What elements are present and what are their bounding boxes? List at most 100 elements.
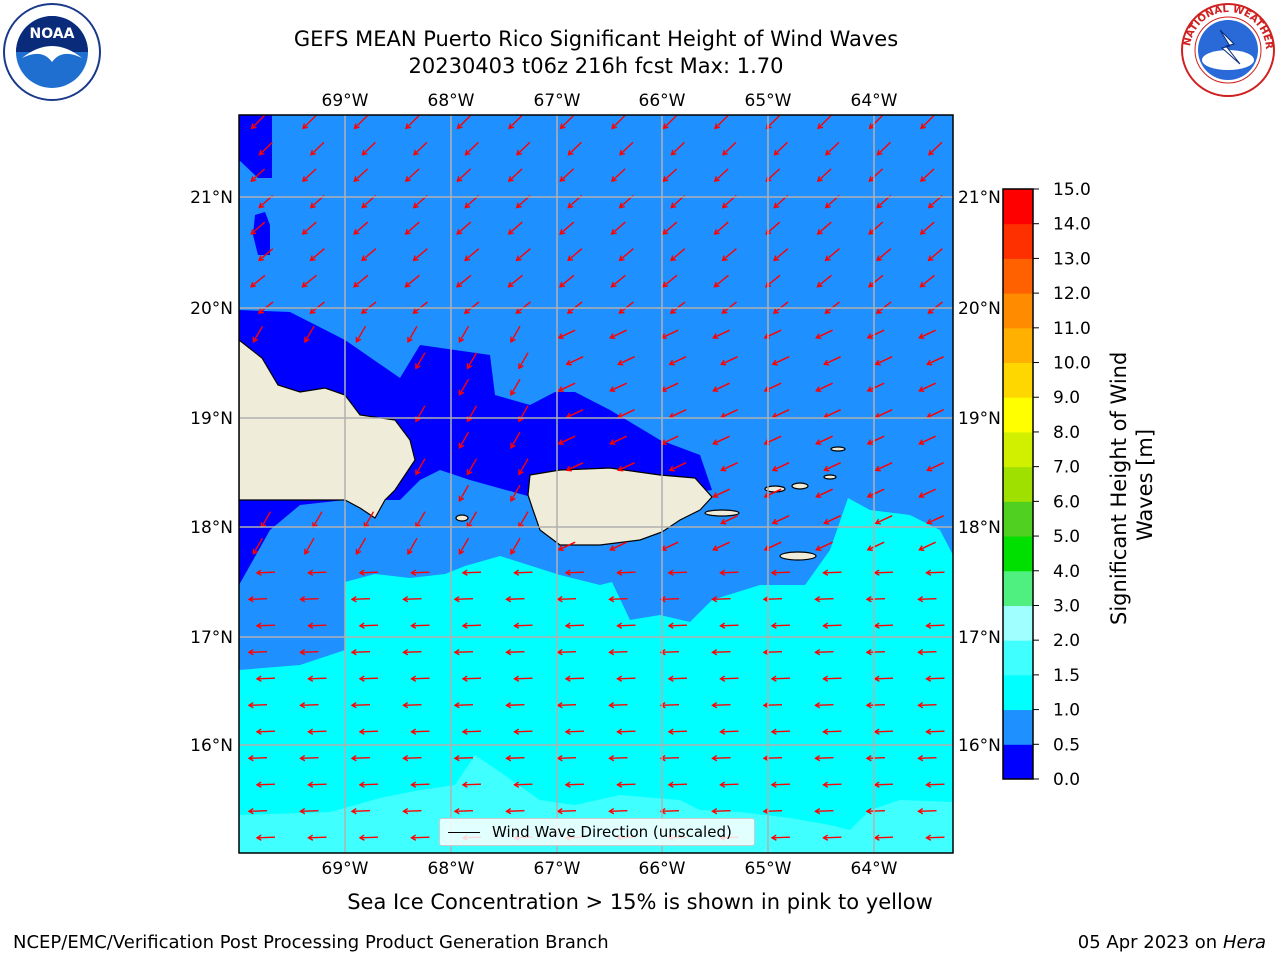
- wave-arrow-head: [350, 808, 357, 815]
- wave-arrow: [464, 248, 480, 261]
- colorbar-label-line1: Significant Height of Wind: [1107, 352, 1131, 625]
- wave-arrow-head: [358, 834, 365, 841]
- land-st-croix: [779, 551, 817, 561]
- wave-arrow-head: [711, 808, 718, 815]
- wave-arrow: [816, 329, 833, 339]
- wave-arrow-head: [358, 781, 365, 788]
- wave-arrow-head: [453, 755, 460, 762]
- wave-arrow-head: [824, 202, 831, 209]
- wave-arrow-head: [247, 702, 254, 709]
- wave-arrow-head: [670, 255, 677, 262]
- wave-arrow: [920, 221, 935, 235]
- wave-arrow: [874, 677, 894, 680]
- wave-arrow-head: [771, 518, 778, 525]
- lon-label-top: 66°W: [639, 91, 686, 111]
- wave-arrow: [824, 462, 841, 471]
- wave-arrow-head: [258, 255, 265, 262]
- wave-arrow-head: [773, 149, 780, 156]
- wave-arrow-head: [402, 808, 409, 815]
- wave-arrow-head: [564, 675, 571, 682]
- wave-height-0.0-0.5-region: [239, 310, 712, 585]
- wave-arrow: [510, 325, 521, 343]
- wave-arrow-head: [412, 308, 419, 314]
- wave-arrow-head: [402, 649, 409, 656]
- wave-arrow: [508, 221, 523, 235]
- wave-arrow-head: [301, 176, 308, 183]
- wave-arrow: [918, 703, 937, 707]
- wave-arrow: [815, 650, 834, 654]
- wave-arrow: [458, 431, 470, 449]
- wave-arrow-head: [772, 308, 780, 314]
- wave-arrow-head: [510, 336, 516, 343]
- wave-arrow-head: [299, 808, 306, 815]
- wave-arrow: [565, 624, 585, 627]
- wave-arrow: [300, 703, 319, 707]
- wave-arrow: [920, 168, 935, 182]
- wave-arrow-head: [874, 465, 881, 472]
- land-hispaniola: [239, 339, 416, 519]
- wave-arrow: [617, 783, 636, 786]
- colorbar-tick-label: 7.0: [1053, 458, 1080, 478]
- wave-arrow-head: [413, 149, 420, 156]
- wave-arrow: [868, 274, 884, 288]
- wave-arrow: [250, 221, 266, 235]
- wave-arrow: [362, 141, 376, 156]
- wave-arrow: [919, 329, 936, 339]
- wave-arrow: [351, 809, 371, 813]
- colorbar: [1002, 188, 1034, 780]
- wave-arrow-head: [302, 123, 309, 130]
- lat-label-left: 20°N: [190, 299, 233, 319]
- wave-arrow-head: [618, 255, 625, 262]
- legend-line-icon: [448, 831, 480, 833]
- wave-arrow: [558, 541, 576, 551]
- wave-arrow-head: [815, 386, 822, 393]
- wave-arrow: [617, 624, 636, 627]
- latitude-labels-left: 21°N 20°N 19°N 18°N 17°N 16°N: [190, 188, 233, 756]
- wave-arrow: [565, 571, 585, 574]
- wave-arrow: [663, 115, 677, 129]
- wave-arrow-head: [307, 781, 314, 788]
- wave-arrow-head: [458, 389, 465, 396]
- wave-arrow: [609, 703, 628, 707]
- wave-arrow-head: [719, 675, 726, 682]
- wave-arrow-head: [712, 492, 719, 499]
- wave-arrow: [403, 650, 422, 654]
- wave-arrow-head: [873, 781, 880, 788]
- colorbar-tick-label: 13.0: [1053, 249, 1091, 269]
- wave-arrow: [874, 783, 894, 786]
- wave-arrow: [668, 571, 688, 574]
- wave-arrow: [609, 597, 628, 601]
- wave-arrow-head: [765, 228, 772, 235]
- lat-label-left: 17°N: [190, 628, 233, 648]
- wave-arrow-head: [609, 439, 616, 446]
- wave-arrow: [816, 382, 833, 392]
- wave-arrow: [302, 221, 317, 235]
- wave-arrow: [926, 677, 945, 680]
- wave-arrow: [774, 141, 788, 156]
- colorbar-tick-label: 15.0: [1053, 180, 1091, 200]
- wave-arrow-head: [361, 202, 368, 209]
- map-legend: Wind Wave Direction (unscaled): [439, 818, 755, 846]
- wave-arrow-head: [507, 228, 514, 235]
- wave-arrow: [260, 511, 272, 528]
- wave-arrow-head: [873, 569, 880, 576]
- wave-arrow: [413, 141, 428, 156]
- wave-arrow: [617, 571, 636, 574]
- wave-arrow-head: [304, 548, 310, 555]
- wave-arrow-head: [515, 202, 522, 209]
- wave-arrow-head: [721, 202, 728, 209]
- wave-arrow-head: [823, 518, 830, 525]
- wave-arrow: [918, 756, 937, 760]
- wave-arrow: [823, 730, 842, 733]
- wave-arrow: [359, 677, 379, 680]
- wave-arrow-head: [513, 781, 520, 788]
- nws-logo: NATIONAL WEATHER SERVICE: [1176, 0, 1275, 97]
- wave-arrow: [824, 409, 841, 418]
- colorbar-tick-label: 14.0: [1053, 215, 1091, 235]
- wave-arrow: [310, 141, 325, 156]
- lon-label-bottom: 68°W: [428, 859, 475, 879]
- wave-arrow-head: [456, 123, 463, 130]
- wave-arrow-head: [918, 386, 925, 393]
- wave-arrow: [359, 783, 379, 786]
- wave-arrow-head: [307, 569, 314, 576]
